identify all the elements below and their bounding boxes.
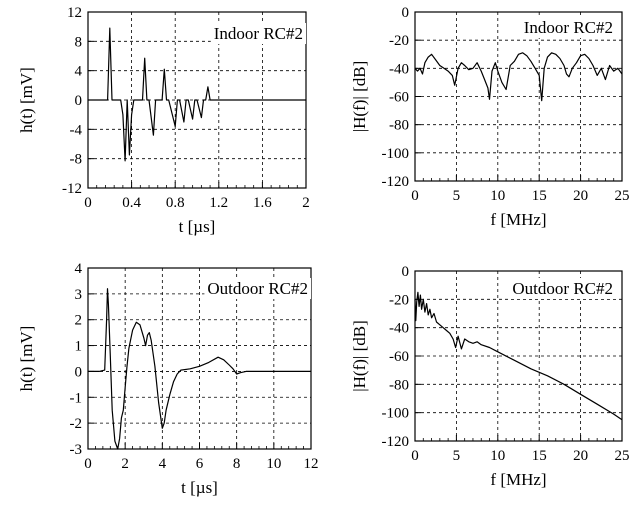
y-tick-label: -2 xyxy=(70,416,83,432)
x-tick-label: 0 xyxy=(411,448,419,464)
y-tick-label: 12 xyxy=(67,5,82,21)
data-line xyxy=(414,52,623,102)
x-tick-label: 10 xyxy=(266,456,281,472)
panel-annotation: Outdoor RC#2 xyxy=(512,279,613,298)
x-tick-label: 1.6 xyxy=(253,195,272,211)
x-tick-label: 8 xyxy=(233,456,241,472)
y-tick-label: -60 xyxy=(389,90,409,106)
annotation-backdrop xyxy=(509,278,616,299)
y-tick-label: -12 xyxy=(62,181,82,197)
y-tick-label: -40 xyxy=(389,61,409,77)
y-tick-label: 4 xyxy=(75,64,83,80)
x-axis-label: t [µs] xyxy=(179,217,216,236)
y-tick-label: -80 xyxy=(389,118,409,134)
x-tick-label: 10 xyxy=(490,448,505,464)
y-tick-label: 0 xyxy=(75,93,83,109)
x-tick-label: 5 xyxy=(453,188,461,204)
y-tick-label: -100 xyxy=(382,146,410,162)
x-tick-label: 2 xyxy=(302,195,310,211)
x-tick-label: 10 xyxy=(490,188,505,204)
y-tick-label: 0 xyxy=(402,264,410,280)
x-tick-label: 1.2 xyxy=(209,195,228,211)
y-axis-label: h(t) [mV] xyxy=(17,326,36,392)
x-tick-label: 0.8 xyxy=(166,195,185,211)
panel-annotation: Outdoor RC#2 xyxy=(207,279,308,298)
y-tick-label: -20 xyxy=(389,33,409,49)
y-tick-label: -20 xyxy=(389,292,409,308)
x-axis-label: f [MHz] xyxy=(490,470,546,489)
y-axis-label: |H(f)| [dB] xyxy=(350,61,369,132)
chart-panel-2: 0 5 10 15 20 25 0 -20 -40 -60 -80 -100 -120 f [MHz] |H… xyxy=(350,5,630,229)
y-tick-label: -120 xyxy=(382,174,410,190)
panel-annotation: Indoor RC#2 xyxy=(214,24,303,43)
x-tick-label: 25 xyxy=(615,448,630,464)
x-tick-label: 15 xyxy=(532,448,547,464)
x-tick-label: 12 xyxy=(304,456,319,472)
x-tick-label: 25 xyxy=(615,188,630,204)
x-tick-label: 0 xyxy=(84,195,92,211)
y-tick-label: -4 xyxy=(70,122,83,138)
y-tick-label: 4 xyxy=(75,261,83,277)
y-tick-label: 0 xyxy=(75,364,83,380)
x-axis-label: t [µs] xyxy=(181,478,218,497)
y-tick-label: 1 xyxy=(75,339,83,355)
data-line xyxy=(414,291,623,421)
x-tick-label: 20 xyxy=(573,188,588,204)
y-tick-label: -3 xyxy=(70,442,83,458)
y-tick-label: -60 xyxy=(389,349,409,365)
y-tick-label: -120 xyxy=(382,434,410,450)
x-tick-label: 2 xyxy=(121,456,129,472)
x-tick-label: 5 xyxy=(453,448,461,464)
x-tick-label: 0.4 xyxy=(122,195,141,211)
y-tick-label: -100 xyxy=(382,406,410,422)
x-tick-label: 15 xyxy=(532,188,547,204)
data-line xyxy=(88,288,311,450)
y-tick-label: -80 xyxy=(389,377,409,393)
annotation-backdrop xyxy=(204,278,311,299)
x-tick-label: 0 xyxy=(84,456,92,472)
y-tick-label: 3 xyxy=(75,287,83,303)
y-axis-label: |H(f)| [dB] xyxy=(350,320,369,391)
y-tick-label: 2 xyxy=(75,313,83,329)
x-tick-label: 4 xyxy=(159,456,167,472)
panel-annotation: Indoor RC#2 xyxy=(524,18,613,37)
chart-panel-4: 0 5 10 15 20 25 0 -20 -40 -60 -80 -100 -120 f [MHz] |H… xyxy=(350,264,630,489)
data-line xyxy=(88,27,306,162)
y-tick-label: 8 xyxy=(75,34,83,50)
x-tick-label: 0 xyxy=(411,188,419,204)
y-tick-label: -1 xyxy=(70,390,83,406)
chart-panel-1: 0 0.4 0.8 1.2 1.6 2 12 8 4 0 -4 -8 -12 t [µs] h(t) [mV… xyxy=(17,5,310,236)
x-tick-label: 6 xyxy=(196,456,204,472)
annotation-backdrop xyxy=(210,23,306,44)
x-tick-label: 20 xyxy=(573,448,588,464)
y-axis-label: h(t) [mV] xyxy=(17,67,36,133)
annotation-backdrop xyxy=(520,17,616,38)
y-tick-label: 0 xyxy=(402,5,410,21)
y-tick-label: -8 xyxy=(70,152,83,168)
y-tick-label: -40 xyxy=(389,321,409,337)
x-axis-label: f [MHz] xyxy=(490,210,546,229)
